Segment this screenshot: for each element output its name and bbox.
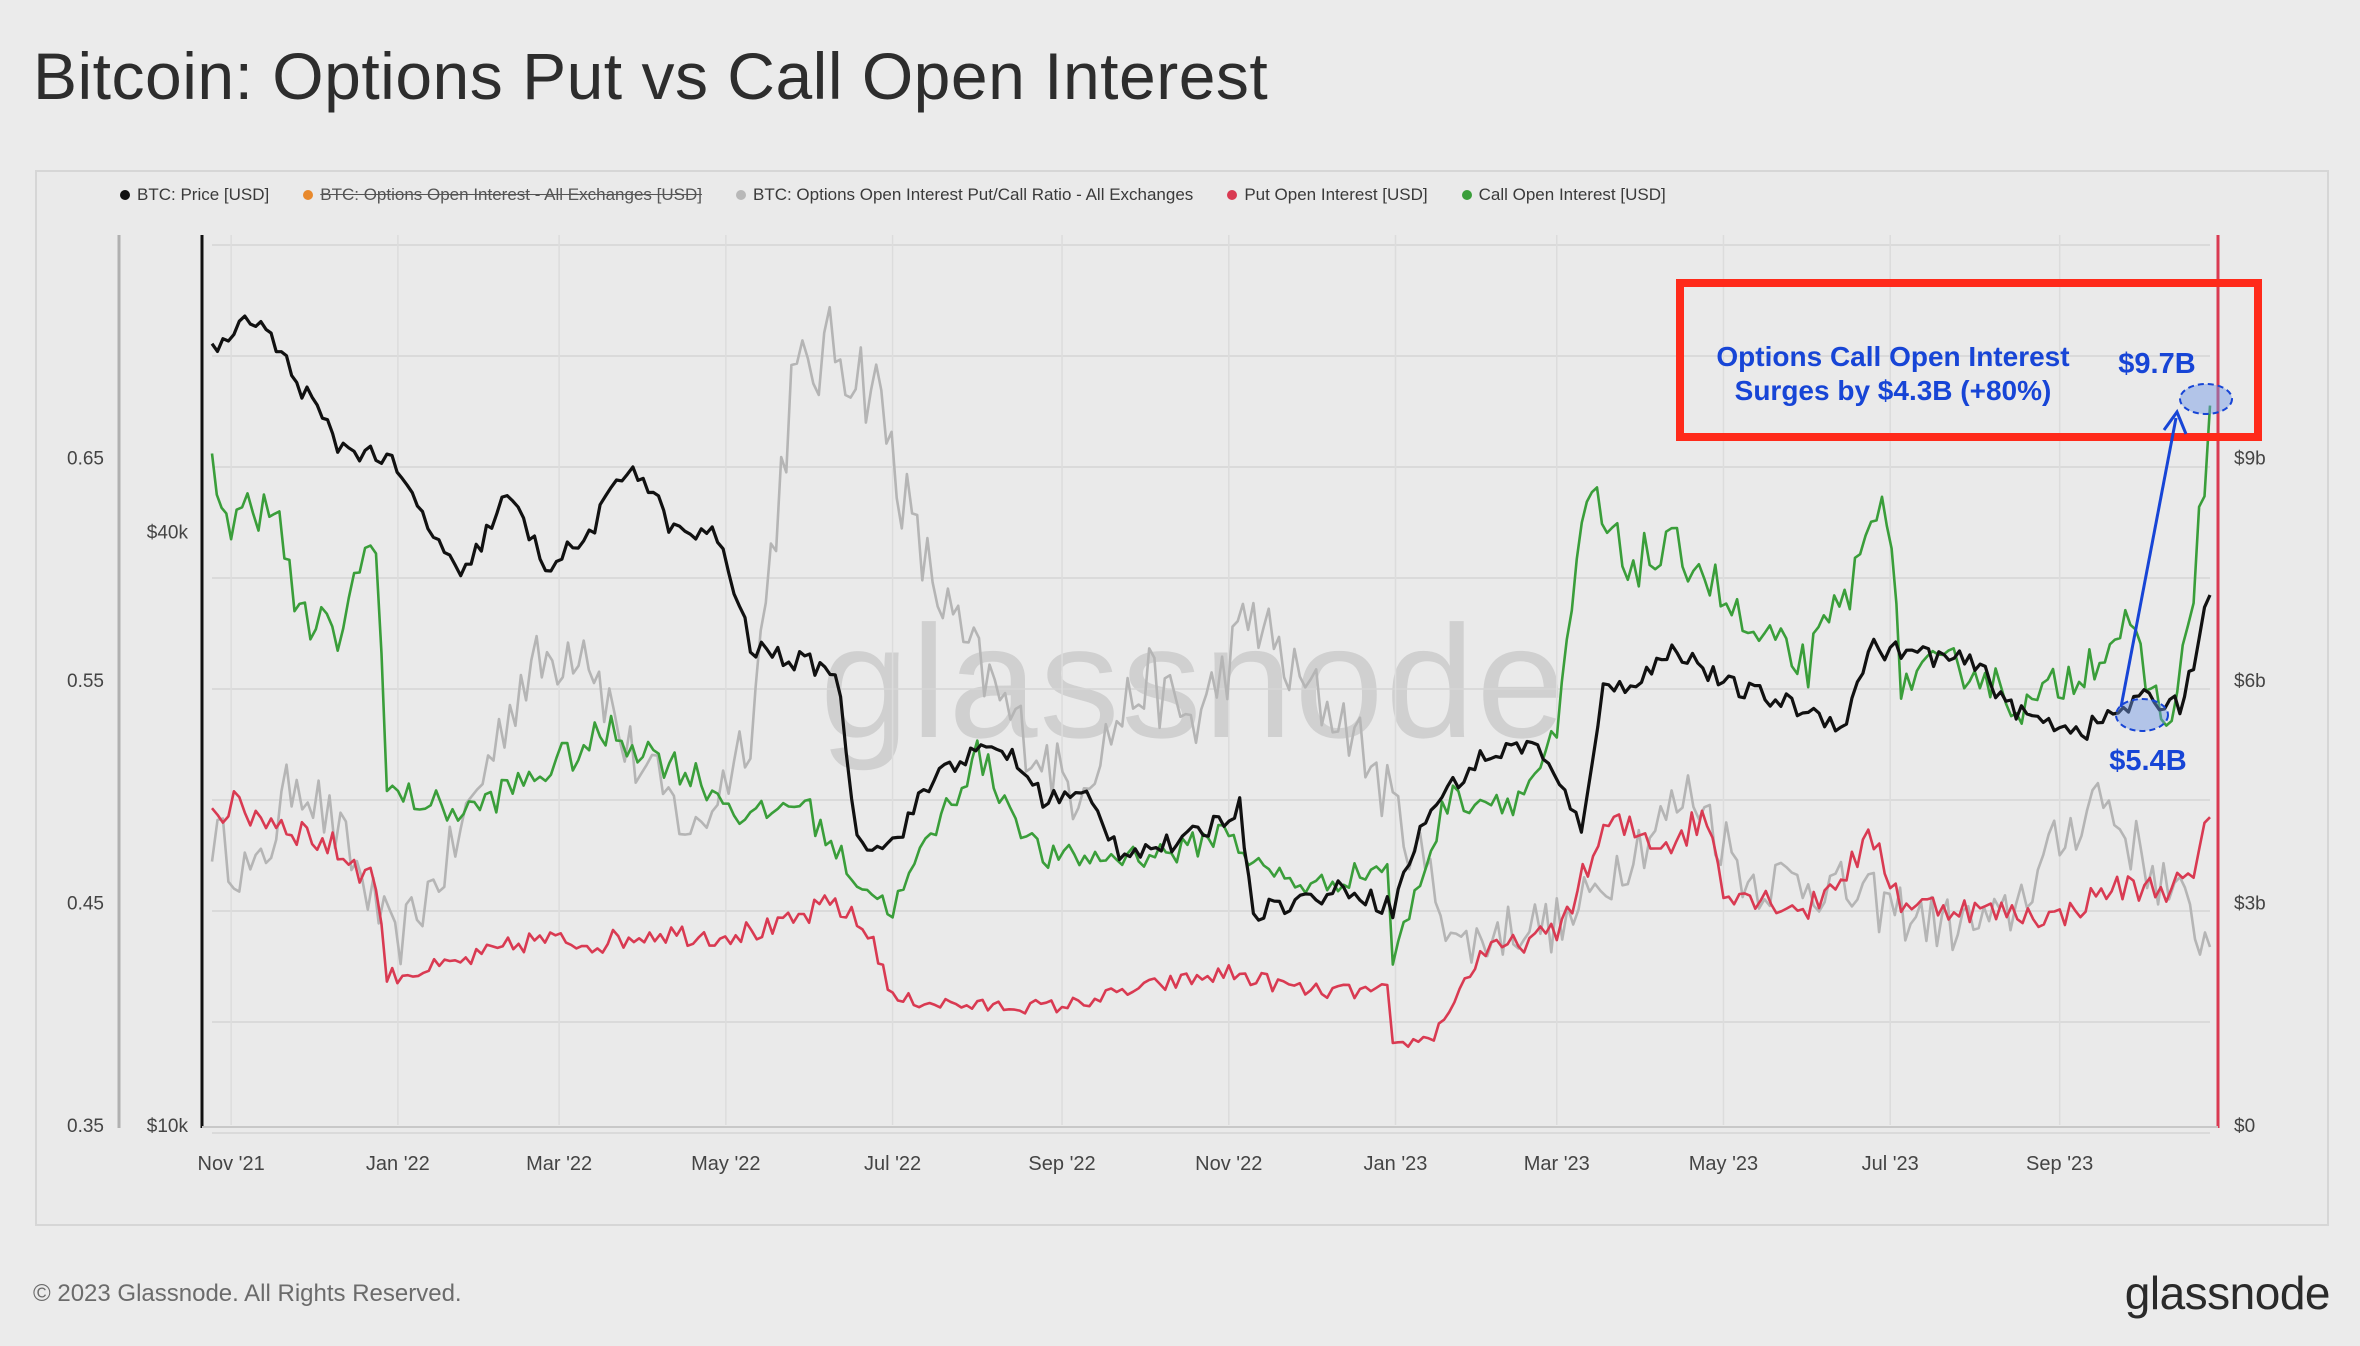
annotations: Options Call Open Interest Surges by $4.… [1676,279,2262,777]
x-tick-label: Sep '22 [1028,1153,1095,1175]
annotation-high-marker [2179,383,2233,415]
ratio-tick-label: 0.55 [67,671,104,692]
x-tick-label: Jul '23 [1862,1153,1919,1175]
series-line-put-open-interest-usd [211,790,2211,1048]
axes: Nov '21 Jan '22 Mar '22 May '22 Jul '22 Sep '… [67,235,2266,1175]
legend-label: BTC: Options Open Interest Put/Call Rati… [752,185,1194,204]
legend-item[interactable]: BTC: Price [USD] [120,185,269,205]
legend-dot-icon [120,190,130,200]
oi-tick-label: $3b [2234,894,2266,915]
copyright-text: © 2023 Glassnode. All Rights Reserved. [33,1280,462,1307]
legend-dot-icon [735,190,746,200]
legend-label: BTC: Price [USD] [137,185,270,204]
x-tick-label: Jul '22 [864,1153,921,1175]
price-tick-label: $10k [147,1116,189,1137]
legend-dot-icon [303,190,314,200]
legend-label: BTC: Options Open Interest - All Exchang… [320,185,702,204]
legend-item[interactable]: Put Open Interest [USD] [1227,185,1428,205]
legend: BTC: Price [USD] BTC: Options Open Intere… [120,185,1666,205]
x-tick-label: Jan '23 [1364,1153,1428,1175]
oi-tick-label: $0 [2234,1116,2255,1137]
legend-label: Call Open Interest [USD] [1478,185,1666,204]
annotation-low-label: $5.4B [2109,745,2186,777]
ratio-tick-label: 0.45 [67,894,104,915]
x-tick-label: Nov '21 [198,1153,265,1175]
series-line-btc-price-usd [210,314,2212,922]
annotation-arrowhead [2162,408,2188,435]
page-title: Bitcoin: Options Put vs Call Open Intere… [33,39,1269,113]
x-tick-label: May '23 [1689,1153,1758,1175]
legend-label: Put Open Interest [USD] [1244,185,1428,204]
legend-item[interactable]: BTC: Options Open Interest Put/Call Rati… [735,185,1194,205]
annotation-box [1676,279,2262,441]
glassnode-logo: glassnode [2124,1267,2331,1319]
series-lines [210,305,2212,1048]
legend-item[interactable]: Call Open Interest [USD] [1461,185,1666,205]
chart-panel [35,170,2329,1226]
series-line-btc-options-open-interest-put-call-ratio-all-exchanges [210,305,2212,966]
price-tick-label: $40k [147,523,189,544]
legend-item[interactable]: BTC: Options Open Interest - All Exchang… [303,185,702,205]
annotation-arrow [2119,417,2178,708]
oi-tick-label: $9b [2234,449,2266,470]
ratio-tick-label: 0.35 [67,1116,104,1137]
annotation-high-label: $9.7B [2118,348,2195,380]
annotation-low-marker [2115,698,2169,732]
annotation-text-line1: Options Call Open Interest [1716,341,2069,372]
x-tick-label: Sep '23 [2026,1153,2093,1175]
x-tick-label: Mar '23 [1524,1153,1590,1175]
x-tick-label: May '22 [691,1153,760,1175]
series-line-call-open-interest-usd [210,405,2212,966]
ratio-tick-label: 0.65 [67,449,104,470]
x-tick-label: Nov '22 [1195,1153,1262,1175]
oi-tick-label: $6b [2234,671,2266,692]
legend-dot-icon [1227,190,1238,200]
legend-dot-icon [1461,190,1472,200]
annotation-text-line2: Surges by $4.3B (+80%) [1735,375,2052,406]
x-tick-label: Mar '22 [526,1153,592,1175]
x-tick-label: Jan '22 [366,1153,430,1175]
